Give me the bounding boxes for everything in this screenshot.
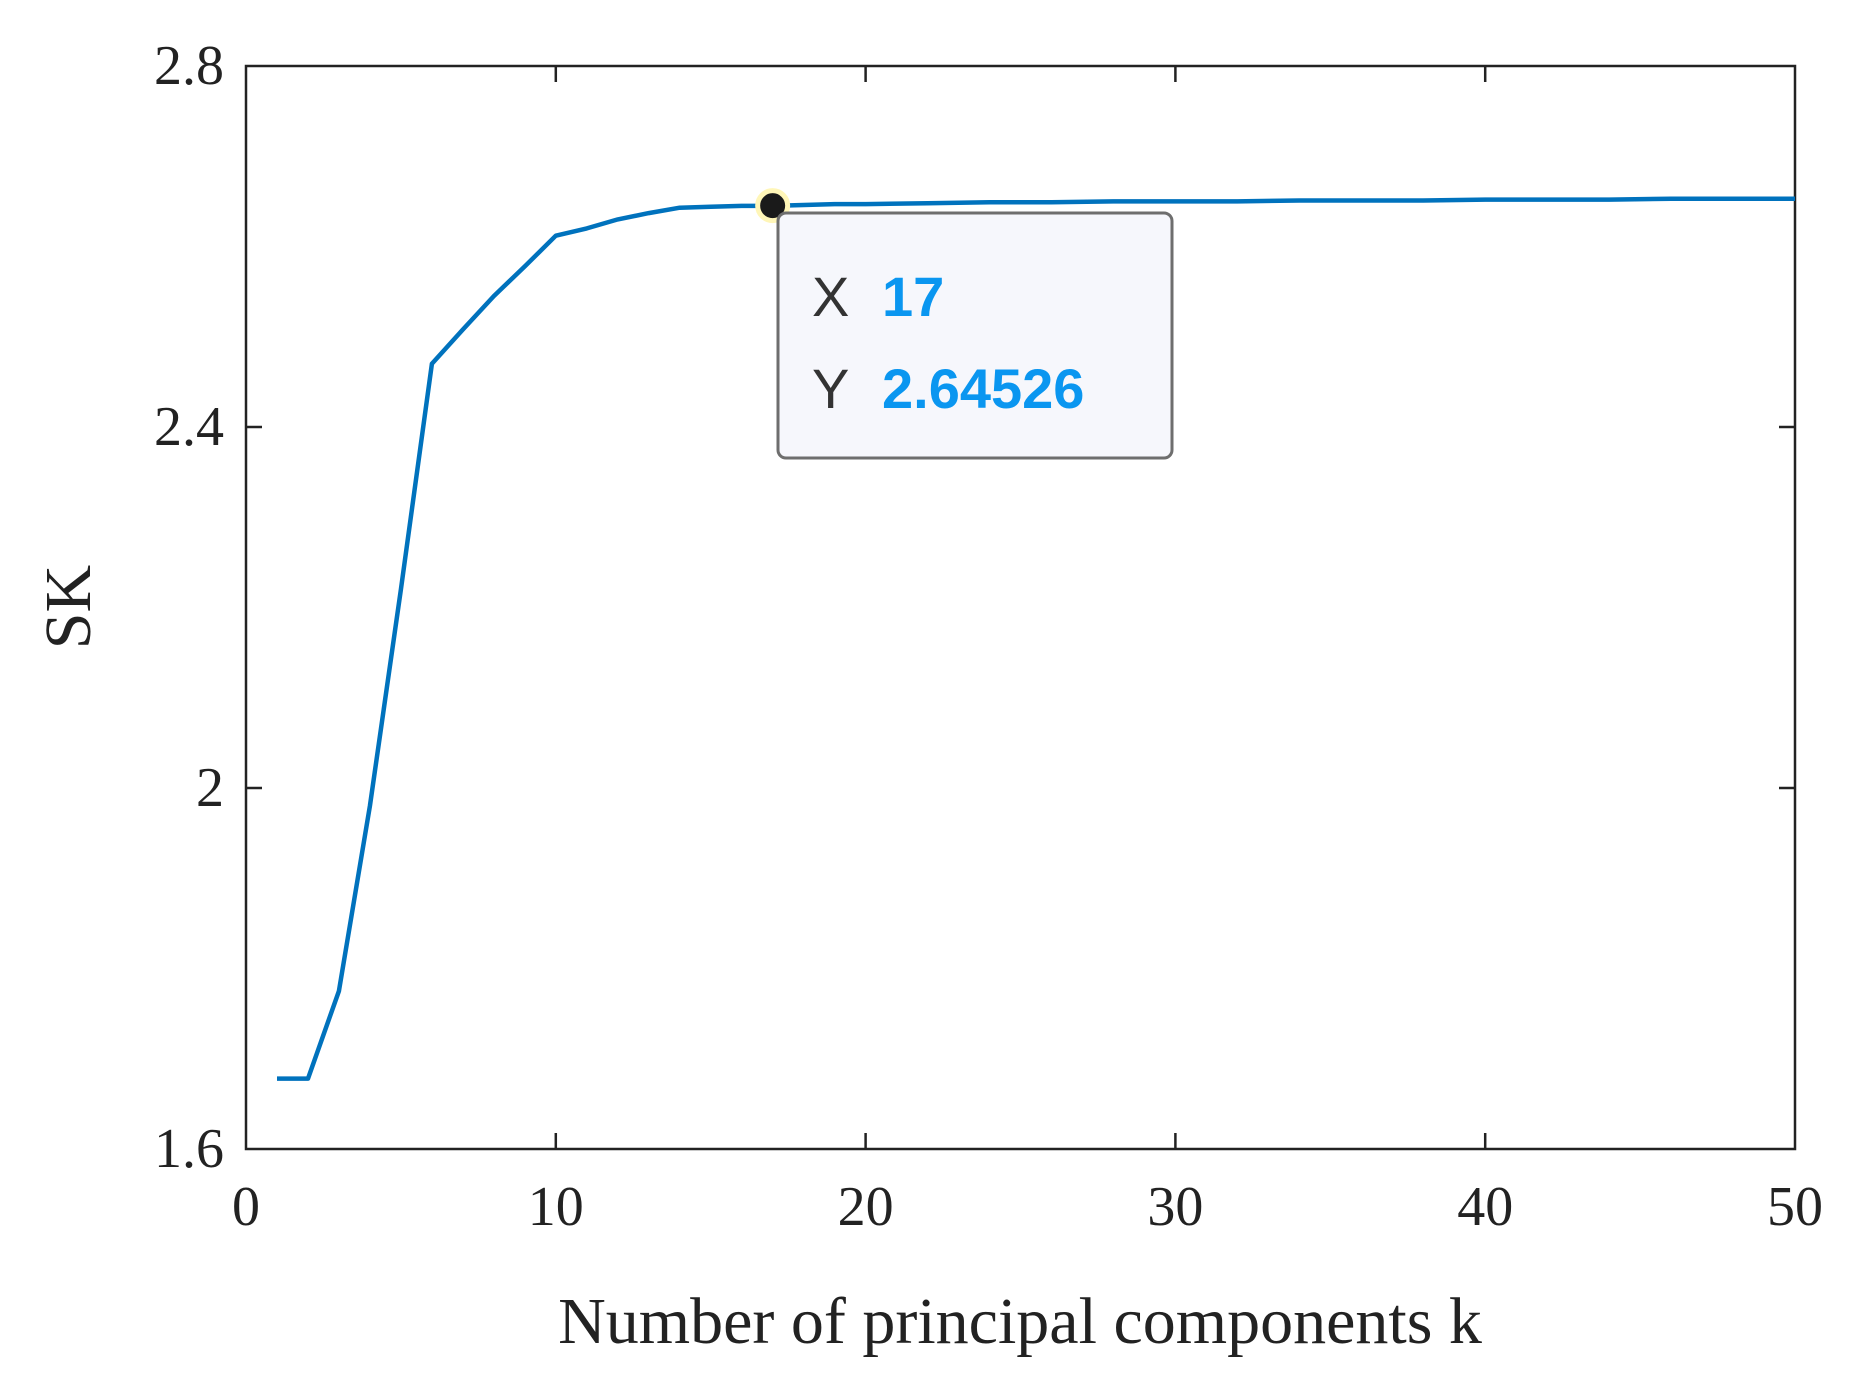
datatip-y-key: Y <box>812 357 849 420</box>
datatip-box <box>776 211 1174 460</box>
x-tick-label: 40 <box>1457 1176 1513 1238</box>
x-axis-label: Number of principal components k <box>558 1285 1482 1358</box>
y-tick-label: 2.4 <box>154 396 224 458</box>
x-tick-label: 30 <box>1147 1176 1203 1238</box>
y-tick-label: 1.6 <box>154 1118 224 1180</box>
datatip-x-value: 17 <box>882 265 944 328</box>
axis-ticks <box>246 66 1795 1149</box>
datatip[interactable]: X 17 Y 2.64526 <box>776 211 1174 460</box>
y-tick-label: 2.8 <box>154 35 224 97</box>
datatip-y-value: 2.64526 <box>882 357 1084 420</box>
x-tick-label: 20 <box>838 1176 894 1238</box>
x-tick-label: 10 <box>528 1176 584 1238</box>
datatip-x-key: X <box>812 265 849 328</box>
series-layer <box>277 196 1795 1081</box>
x-tick-label: 0 <box>232 1176 260 1238</box>
x-tick-label: 50 <box>1767 1176 1823 1238</box>
y-tick-label: 2 <box>196 757 224 819</box>
series-line <box>277 196 1795 1081</box>
datatip-marker-layer <box>755 188 791 224</box>
y-axis-label: SK <box>32 565 105 649</box>
tick-labels: 0 10 20 30 40 50 1.6 2 2.4 2.8 <box>154 35 1823 1238</box>
datatip-marker[interactable] <box>755 188 791 224</box>
